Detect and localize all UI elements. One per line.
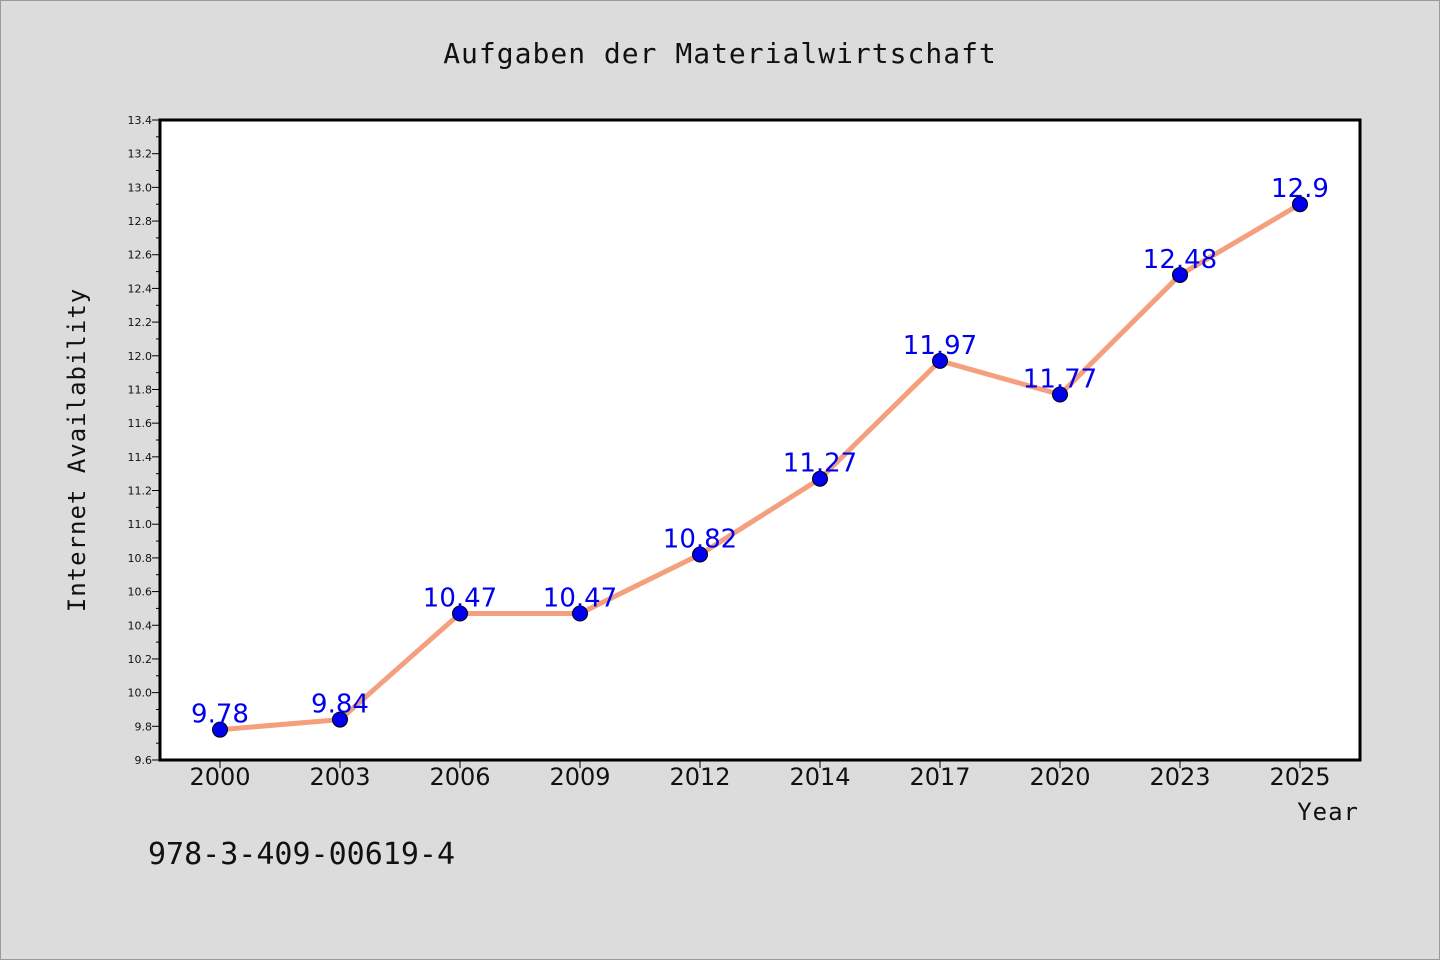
y-tick-label: 13.4 [128, 114, 153, 127]
y-tick-label: 9.8 [135, 720, 153, 733]
x-tick-label: 2017 [909, 763, 970, 791]
data-label: 12.48 [1143, 245, 1217, 275]
plot-area [158, 118, 1362, 762]
data-label: 10.47 [543, 583, 617, 613]
y-tick-label: 12.4 [128, 282, 153, 295]
y-tick-label: 12.0 [128, 350, 153, 363]
y-tick-label: 10.0 [128, 687, 153, 700]
data-point [1172, 266, 1188, 283]
y-tick-label: 12.8 [128, 215, 153, 228]
data-label: 12.9 [1271, 174, 1329, 204]
data-point [212, 721, 228, 738]
x-tick-label: 2023 [1149, 763, 1210, 791]
data-point [332, 711, 348, 728]
y-tick-label: 9.6 [135, 754, 153, 767]
data-point [1052, 386, 1068, 403]
y-tick-label: 10.6 [128, 586, 153, 599]
data-point [452, 605, 468, 622]
y-tick-label: 11.0 [128, 518, 153, 531]
data-label: 9.78 [191, 700, 249, 730]
y-tick-label: 11.6 [128, 417, 153, 430]
data-point [812, 470, 828, 487]
data-label: 11.27 [783, 449, 857, 479]
data-point [692, 546, 708, 563]
data-label: 11.77 [1023, 365, 1097, 395]
x-tick-label: 2020 [1029, 763, 1090, 791]
x-tick-label: 2014 [789, 763, 850, 791]
series-line [217, 201, 1303, 733]
x-tick-label: 2012 [669, 763, 730, 791]
y-tick-label: 10.2 [128, 653, 153, 666]
y-tick-label: 12.6 [128, 249, 153, 262]
isbn-text: 978-3-409-00619-4 [148, 837, 455, 872]
y-tick-label: 11.8 [128, 383, 153, 396]
x-tick-label: 2006 [429, 763, 490, 791]
data-label: 9.84 [311, 690, 369, 720]
data-label: 10.47 [423, 583, 497, 613]
x-tick-label: 2025 [1269, 763, 1330, 791]
y-tick-label: 11.2 [128, 485, 153, 498]
x-tick-label: 2000 [189, 763, 250, 791]
data-point [1292, 196, 1308, 213]
y-axis-label: Internet Availability [63, 288, 91, 612]
x-tick-label: 2009 [549, 763, 610, 791]
y-tick-label: 10.4 [128, 619, 153, 632]
x-axis: 2000 2003 2006 2009 2012 2014 2017 2020 2023 2025 [189, 760, 1331, 791]
y-tick-label: 10.8 [128, 552, 153, 565]
x-tick-label: 2003 [309, 763, 370, 791]
y-tick-label: 13.0 [128, 181, 153, 194]
x-axis-label: Year [1297, 798, 1359, 826]
data-label: 10.82 [663, 525, 737, 555]
y-axis: 9.6 9.8 10.0 10.2 10.4 10.6 10.8 11.0 11.2 11.4 11… [128, 114, 160, 767]
chart-title: Aufgaben der Materialwirtschaft [443, 37, 997, 70]
data-point [572, 605, 588, 622]
y-tick-label: 11.4 [128, 451, 153, 464]
y-tick-label: 12.2 [128, 316, 153, 329]
data-label: 11.97 [903, 331, 977, 361]
series-layer: 9.78 9.84 10.47 10.47 10.82 11.27 11.97 11.77 12… [191, 174, 1329, 738]
data-point [932, 352, 948, 369]
y-tick-label: 13.2 [128, 148, 153, 161]
